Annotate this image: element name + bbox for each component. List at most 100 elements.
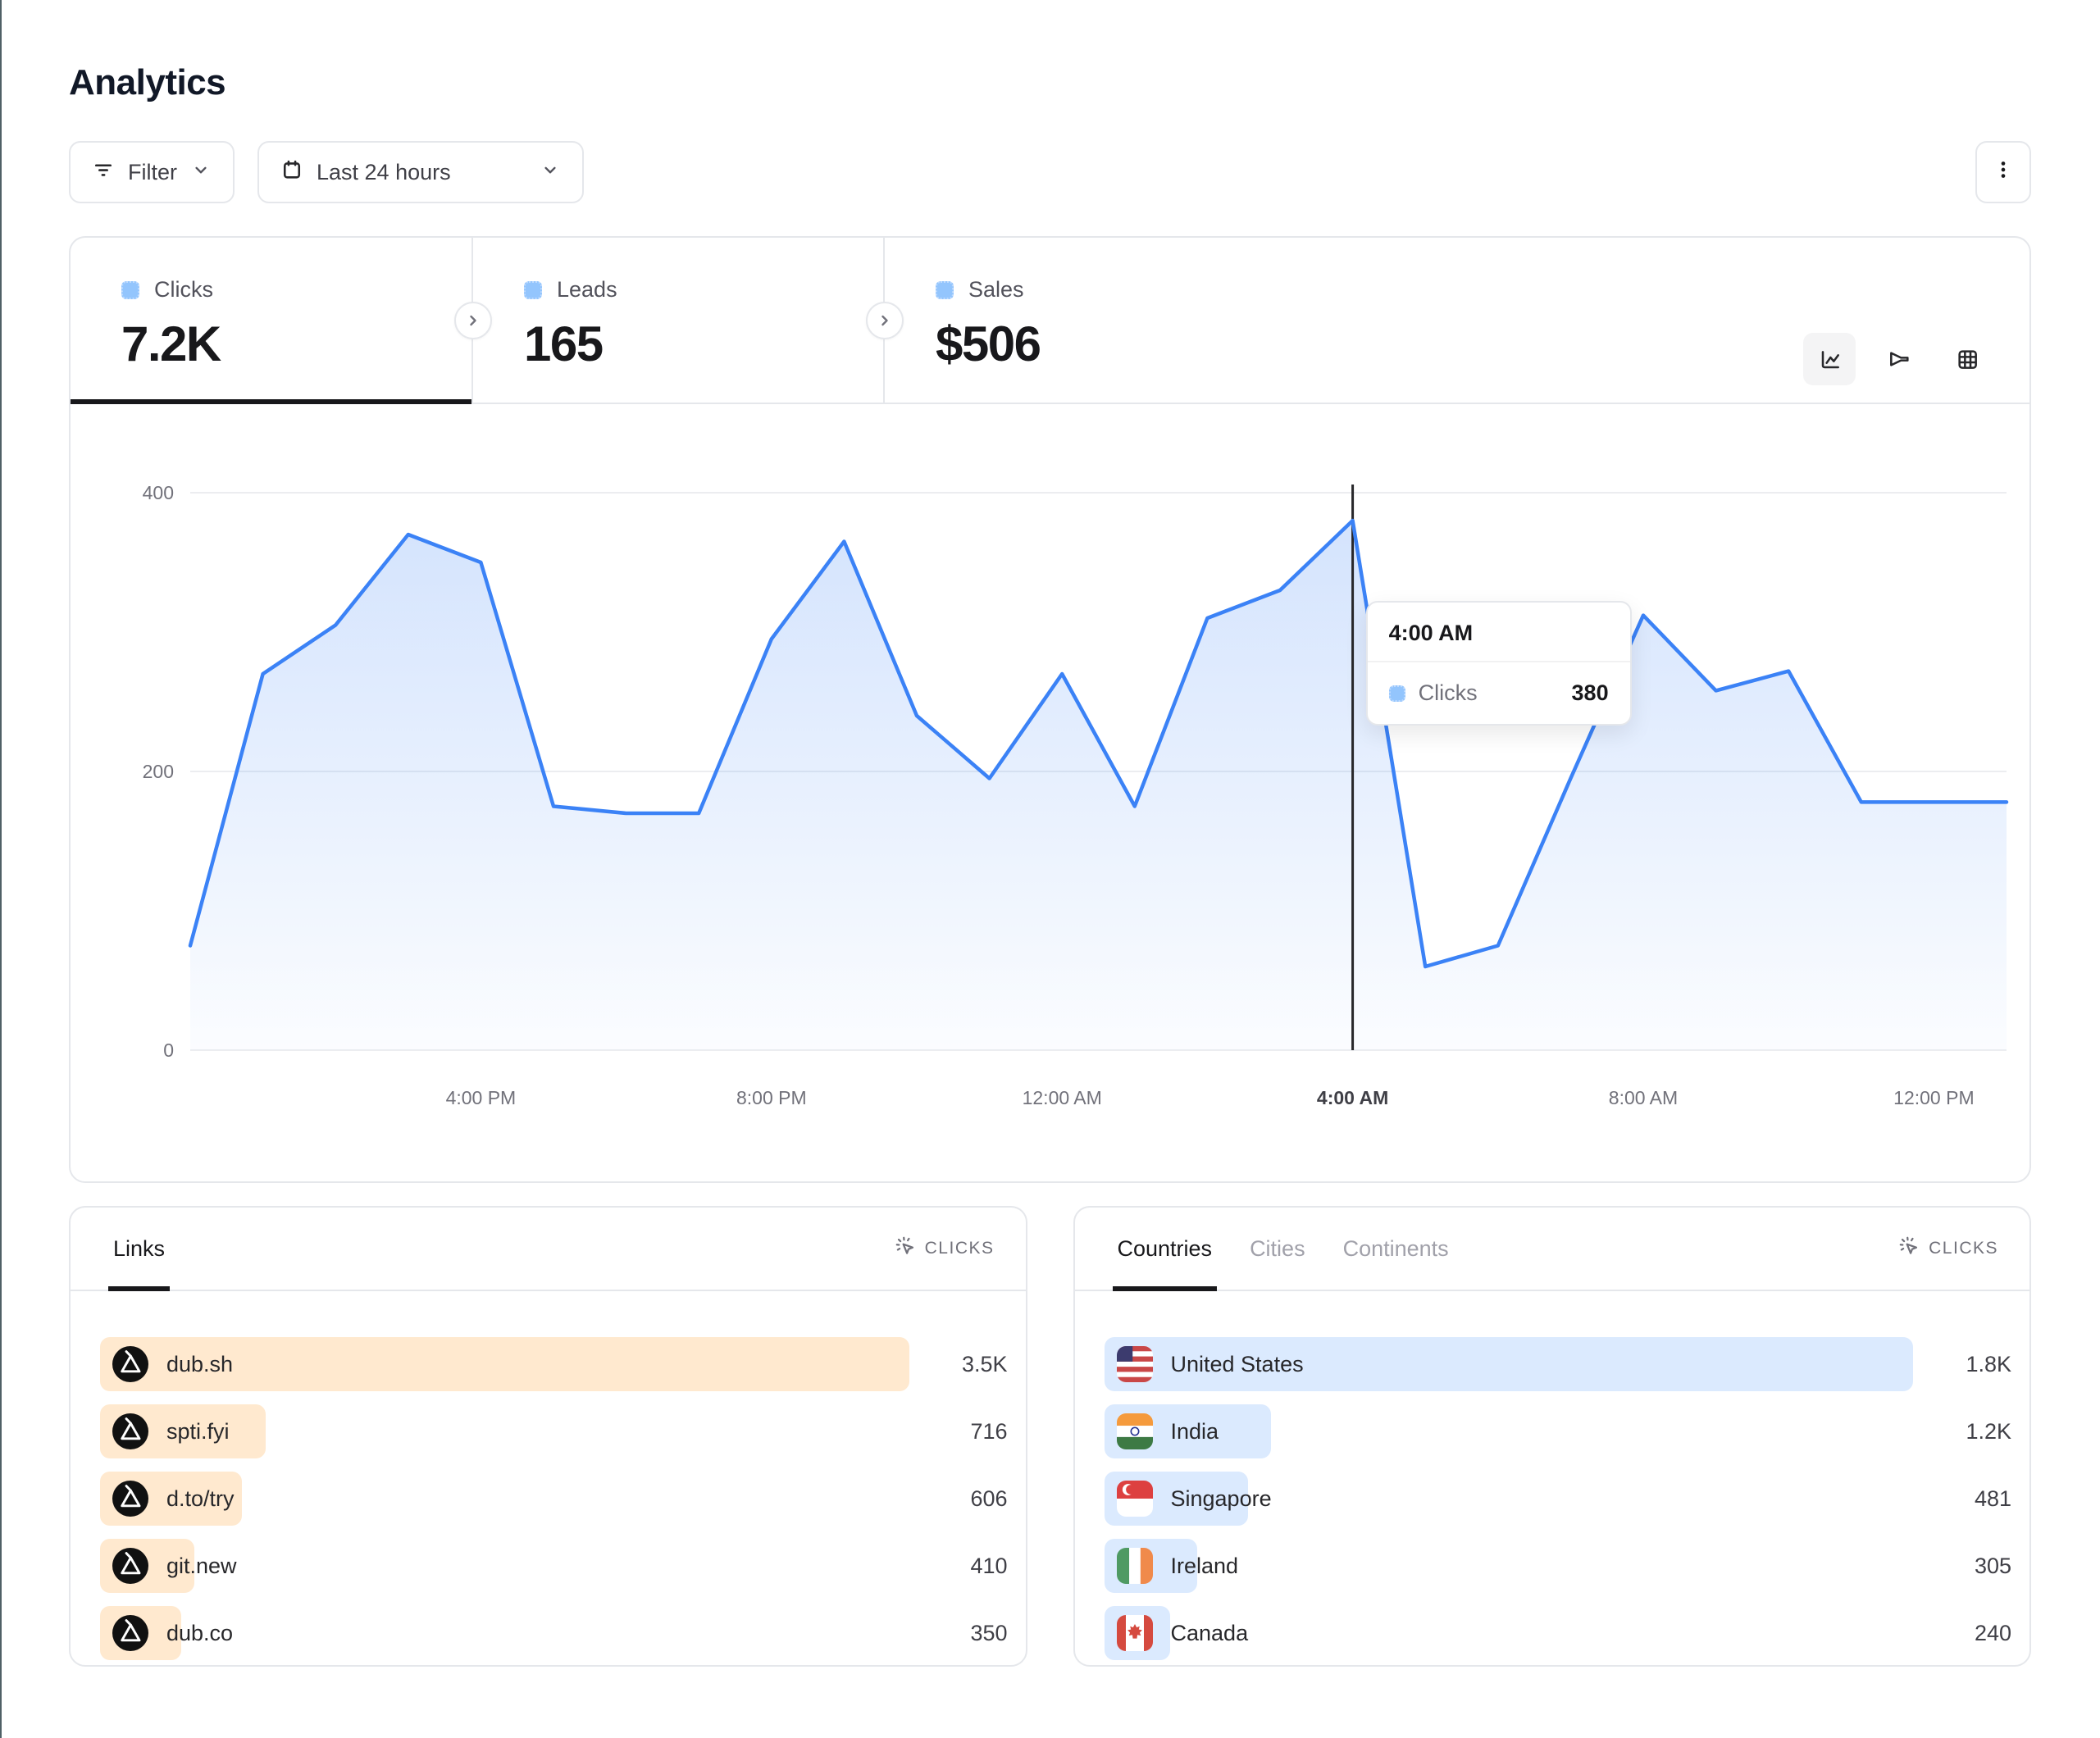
svg-text:8:00 PM: 8:00 PM — [736, 1087, 807, 1108]
tab-sales[interactable]: Sales $506 — [885, 238, 2029, 403]
chart-tooltip: 4:00 AM Clicks 380 — [1365, 601, 1632, 726]
links-metric-selector[interactable]: CLICKS — [895, 1235, 995, 1263]
sales-legend-chip — [936, 280, 954, 299]
links_panel-row[interactable]: git.new 410 — [100, 1532, 1008, 1599]
area-fill — [190, 521, 2007, 1050]
more-options-button[interactable] — [1975, 141, 2031, 203]
tooltip-series-label: Clicks — [1418, 680, 1478, 705]
svg-text:4:00 PM: 4:00 PM — [446, 1087, 517, 1108]
date-range-button[interactable]: Last 24 hours — [257, 141, 584, 203]
cursor-click-icon — [1898, 1235, 1920, 1263]
ca-flag-icon — [1116, 1615, 1153, 1651]
ie-flag-icon — [1116, 1548, 1153, 1584]
next-metric-button[interactable] — [454, 302, 492, 339]
row-label: Singapore — [1170, 1485, 1272, 1511]
svg-text:200: 200 — [143, 761, 174, 782]
tab-leads[interactable]: Leads 165 — [473, 238, 885, 403]
chevron-down-icon — [190, 159, 212, 186]
cursor-click-icon — [895, 1235, 917, 1263]
geo_panel-row[interactable]: Canada 240 — [1104, 1599, 2011, 1665]
row-value: 350 — [970, 1620, 1008, 1645]
tooltip-value: 380 — [1571, 680, 1609, 705]
tab-clicks[interactable]: Clicks 7.2K — [71, 238, 473, 404]
calendar-icon — [280, 158, 303, 187]
analytics-page: Analytics Filter Last 24 hours — [0, 62, 2100, 1667]
geo_panel-row[interactable]: United States 1.8K — [1104, 1331, 2011, 1398]
tab-cities[interactable]: Cities — [1250, 1235, 1305, 1261]
stat-label: Leads — [557, 277, 617, 302]
chevron-down-icon — [540, 159, 561, 186]
row-value: 240 — [1974, 1620, 2011, 1645]
breakdown-panels: Links CLICKS dub.sh 3.5K spti.fyi 716 d.to/t… — [69, 1206, 2031, 1667]
sales-value: $506 — [936, 316, 1041, 371]
left-edge-accent — [0, 0, 2, 1738]
dub-favicon-icon — [112, 1413, 148, 1449]
stat-label: Clicks — [154, 277, 213, 302]
filter-button-label: Filter — [128, 159, 177, 184]
row-value: 1.8K — [1966, 1351, 2011, 1376]
funnel-view-button[interactable] — [1872, 333, 1925, 385]
row-value: 3.5K — [961, 1351, 1008, 1376]
row-value: 606 — [970, 1485, 1008, 1511]
row-value: 1.2K — [1966, 1418, 2011, 1444]
sg-flag-icon — [1116, 1481, 1153, 1517]
dub-favicon-icon — [112, 1615, 148, 1651]
svg-text:8:00 AM: 8:00 AM — [1609, 1087, 1678, 1108]
row-bar-track: dub.co — [100, 1606, 909, 1660]
row-label: dub.sh — [166, 1351, 234, 1376]
geo-metric-selector[interactable]: CLICKS — [1898, 1235, 1998, 1263]
row-bar-track: d.to/try — [100, 1472, 909, 1526]
row-label: git.new — [166, 1553, 237, 1578]
line-chart-view-button[interactable] — [1803, 333, 1856, 385]
tab-countries[interactable]: Countries — [1112, 1208, 1217, 1291]
y-axis-labels: 0 200 400 — [143, 482, 174, 1061]
links-metric-label: CLICKS — [924, 1239, 995, 1258]
leads-value: 165 — [524, 316, 604, 371]
links_panel-row[interactable]: dub.sh 3.5K — [100, 1331, 1008, 1398]
clicks-value: 7.2K — [121, 316, 221, 371]
filter-button[interactable]: Filter — [69, 141, 235, 203]
table-view-button[interactable] — [1941, 333, 1993, 385]
next-metric-button[interactable] — [866, 302, 904, 339]
us-flag-icon — [1116, 1346, 1153, 1382]
row-bar-track: United States — [1104, 1337, 1913, 1391]
tab-continents[interactable]: Continents — [1342, 1235, 1449, 1261]
chart-plot-svg: 0 200 400 4:00 PM 8:00 PM 12:00 AM 4:00 AM 8:0… — [143, 482, 2009, 1108]
row-bar-track: Ireland — [1104, 1539, 1914, 1593]
tooltip-time: 4:00 AM — [1367, 603, 1630, 662]
dub-favicon-icon — [112, 1548, 148, 1584]
row-bar-track: Singapore — [1104, 1472, 1914, 1526]
tab-links[interactable]: Links — [107, 1208, 171, 1291]
row-bar — [1104, 1337, 1913, 1391]
row-value: 305 — [1974, 1553, 2011, 1578]
links_panel-row[interactable]: d.to/try 606 — [100, 1465, 1008, 1532]
row-value: 481 — [1974, 1485, 2011, 1511]
row-label: India — [1170, 1418, 1219, 1444]
row-value: 410 — [970, 1553, 1008, 1578]
clicks-time-series-chart[interactable]: 0 200 400 4:00 PM 8:00 PM 12:00 AM 4:00 AM 8:0… — [71, 404, 2029, 1181]
geo-metric-label: CLICKS — [1929, 1239, 1998, 1258]
x-axis-labels: 4:00 PM 8:00 PM 12:00 AM 4:00 AM 8:00 AM 12:0… — [446, 1087, 1975, 1108]
date-range-label: Last 24 hours — [317, 159, 451, 184]
svg-text:0: 0 — [163, 1040, 174, 1061]
svg-text:400: 400 — [143, 482, 174, 503]
kebab-menu-icon — [1992, 158, 2015, 187]
geo_panel-row[interactable]: Singapore 481 — [1104, 1465, 2011, 1532]
links-panel: Links CLICKS dub.sh 3.5K spti.fyi 716 d.to/t… — [69, 1206, 1027, 1667]
toolbar: Filter Last 24 hours — [69, 141, 2031, 203]
links_panel-row[interactable]: spti.fyi 716 — [100, 1398, 1008, 1465]
row-value: 716 — [970, 1418, 1008, 1444]
filter-icon — [92, 158, 115, 187]
row-label: Canada — [1170, 1620, 1249, 1645]
links_panel-row[interactable]: dub.co 350 — [100, 1599, 1008, 1665]
row-bar-track: spti.fyi — [100, 1404, 909, 1458]
dub-favicon-icon — [112, 1481, 148, 1517]
geo_panel-row[interactable]: Ireland 305 — [1104, 1532, 2011, 1599]
stat-tabs: Clicks 7.2K Leads 165 Sales $506 — [71, 238, 2029, 404]
chart-view-switch — [1803, 333, 1993, 385]
geo_panel-row[interactable]: India 1.2K — [1104, 1398, 2011, 1465]
row-bar-track: Canada — [1104, 1606, 1914, 1660]
row-bar — [100, 1337, 909, 1391]
dub-favicon-icon — [112, 1346, 148, 1382]
svg-text:4:00 AM: 4:00 AM — [1317, 1087, 1388, 1108]
